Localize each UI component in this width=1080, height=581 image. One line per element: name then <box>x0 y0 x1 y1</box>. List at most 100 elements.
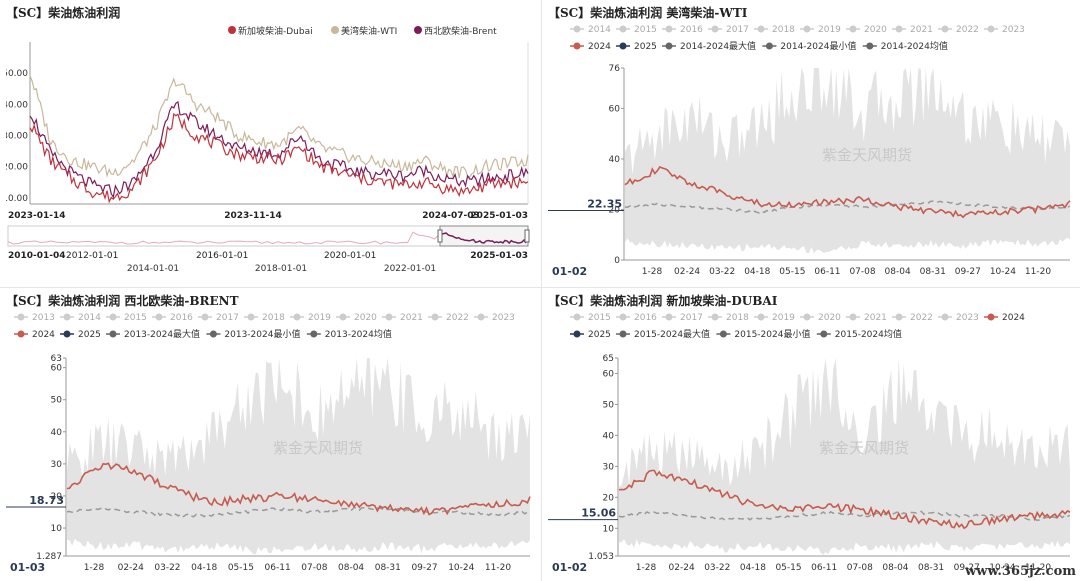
legend-label: 2016 <box>680 25 703 35</box>
legend-marker <box>895 313 903 321</box>
legend-marker <box>477 313 485 321</box>
x-tick-label: 04-18 <box>744 267 770 277</box>
legend-label: 2018 <box>772 25 795 35</box>
legend-label: 2017 <box>216 313 239 323</box>
legend-marker <box>941 313 949 321</box>
legend-marker <box>431 313 439 321</box>
x-tick-label: 08-31 <box>918 563 944 573</box>
average-line <box>624 200 1071 214</box>
legend-marker <box>849 313 857 321</box>
legend-marker <box>941 25 949 33</box>
y-tick-label: 30 <box>603 462 615 472</box>
legend-label: 2017 <box>726 25 749 35</box>
navigator-tick-label: 2014-01-01 <box>127 264 179 274</box>
x-tick-label: 09-27 <box>411 563 437 573</box>
max-min-band <box>625 68 1070 254</box>
series-line-1 <box>29 100 529 199</box>
watermark-text: 紫金天风期货 <box>822 146 912 164</box>
x-tick-label: 02-24 <box>118 563 144 573</box>
legend-label: 2024 <box>32 330 55 340</box>
x-tick-label: 10-24 <box>448 563 474 573</box>
x-tick-label: 03-22 <box>704 563 730 573</box>
y-tick-label: 0 <box>614 256 620 266</box>
legend-label: 2023 <box>492 313 515 323</box>
y-tick-label: 40 <box>51 428 63 438</box>
x-tick-label: 08-04 <box>882 563 908 573</box>
legend-label: 2013 <box>32 313 55 323</box>
brent-seasonal-chart: 2013 2014 2015 2016 2017 2018 2019 2020 2021 2022… <box>6 313 531 574</box>
legend-marker <box>414 26 422 34</box>
y-tick-label: 20.00 <box>6 163 28 173</box>
x-tick-label: 08-31 <box>375 563 401 573</box>
legend-marker <box>573 25 581 33</box>
x-start-label: 01-02 <box>552 265 587 278</box>
y-tick-label: 40.00 <box>6 100 28 110</box>
legend-marker <box>573 313 581 321</box>
navigator-tick-label: 2025-01-03 <box>470 251 528 261</box>
x-tick-label: 07-08 <box>301 563 327 573</box>
legend-label: 2016 <box>170 313 193 323</box>
y-tick-label: 60 <box>51 364 63 374</box>
legend-label: 美湾柴油-WTI <box>341 25 397 37</box>
last-value-label: 18.73 <box>29 494 64 507</box>
y-tick-label: 10 <box>603 524 615 534</box>
legend-marker <box>63 313 71 321</box>
x-tick-label: 06-11 <box>814 267 840 277</box>
legend-label: 2017 <box>680 313 703 323</box>
footer-url[interactable]: www.365jz.com <box>965 564 1076 579</box>
legend-marker <box>619 25 627 33</box>
legend-marker <box>201 313 209 321</box>
legend-marker <box>665 313 673 321</box>
legend-label: 2018 <box>726 313 749 323</box>
legend-label: 2021 <box>864 313 887 323</box>
legend-marker <box>757 313 765 321</box>
average-line <box>618 510 1071 522</box>
x-tick-label: 1-28 <box>84 563 105 573</box>
y-tick-label: 1.287 <box>36 552 62 562</box>
navigator-left-handle <box>437 229 443 243</box>
navigator-tick-label: 2020-01-01 <box>324 251 376 261</box>
x-tick-label: 04-18 <box>191 563 217 573</box>
legend-label: 2015 <box>124 313 147 323</box>
y-tick-label: 50 <box>603 400 615 410</box>
legend-label: 2021 <box>910 25 933 35</box>
chart-title: 【SC】柴油炼油利润 <box>6 6 121 20</box>
chart-title: 【SC】柴油炼油利润 新加坡柴油-DUBAI <box>548 294 778 308</box>
horizontal-separator <box>0 287 1080 288</box>
panel-diesel-margin-overview: 【SC】柴油炼油利润 新加坡柴油-Dubai 美湾柴油-WTI 西北欧柴油-Bren… <box>6 4 536 282</box>
legend-label: 2025 <box>634 42 657 52</box>
legend-marker <box>573 330 581 338</box>
legend-label: 2018 <box>262 313 285 323</box>
x-tick-label: 1-28 <box>642 267 663 277</box>
legend-label: 2025 <box>78 330 101 340</box>
watermark-text: 紫金天风期货 <box>819 439 909 457</box>
y-tick-label: 76 <box>609 64 621 74</box>
navigator-tick-label: 2018-01-01 <box>255 264 307 274</box>
navigator-selected-line <box>441 232 527 245</box>
legend-label: 2019 <box>772 313 795 323</box>
legend-label: 2020 <box>864 25 887 35</box>
legend-marker <box>247 313 255 321</box>
legend-marker <box>619 330 627 338</box>
dubai-seasonal-chart: 2015 2016 2017 2018 2019 2020 2021 2022 2023 2024… <box>548 313 1071 574</box>
legend-label: 2015-2024最大值 <box>634 328 710 340</box>
x-tick-label: 2023-01-14 <box>8 211 66 221</box>
navigator-tick-label: 2022-01-01 <box>384 264 436 274</box>
legend-label: 2020 <box>818 313 841 323</box>
legend-marker <box>895 25 903 33</box>
panel-brent-seasonal: 【SC】柴油炼油利润 西北欧柴油-BRENT 2013 2014 2015 2016 2… <box>6 292 536 578</box>
x-tick-label: 02-24 <box>674 267 700 277</box>
legend-marker <box>866 42 874 50</box>
legend-label: 2024 <box>1002 313 1025 323</box>
watermark-text: 紫金天风期货 <box>273 439 363 457</box>
last-value-label: 22.35 <box>587 198 622 211</box>
y-tick-label: 20 <box>603 493 615 503</box>
y-tick-label: 60 <box>603 369 615 379</box>
y-tick-label: 30 <box>51 460 63 470</box>
y-tick-label: 10 <box>51 524 63 534</box>
navigator-tick-label: 2010-01-04 <box>8 251 66 261</box>
legend-marker <box>17 313 25 321</box>
legend-label: 2022 <box>446 313 469 323</box>
legend-marker <box>155 313 163 321</box>
legend-label: 2020 <box>354 313 377 323</box>
